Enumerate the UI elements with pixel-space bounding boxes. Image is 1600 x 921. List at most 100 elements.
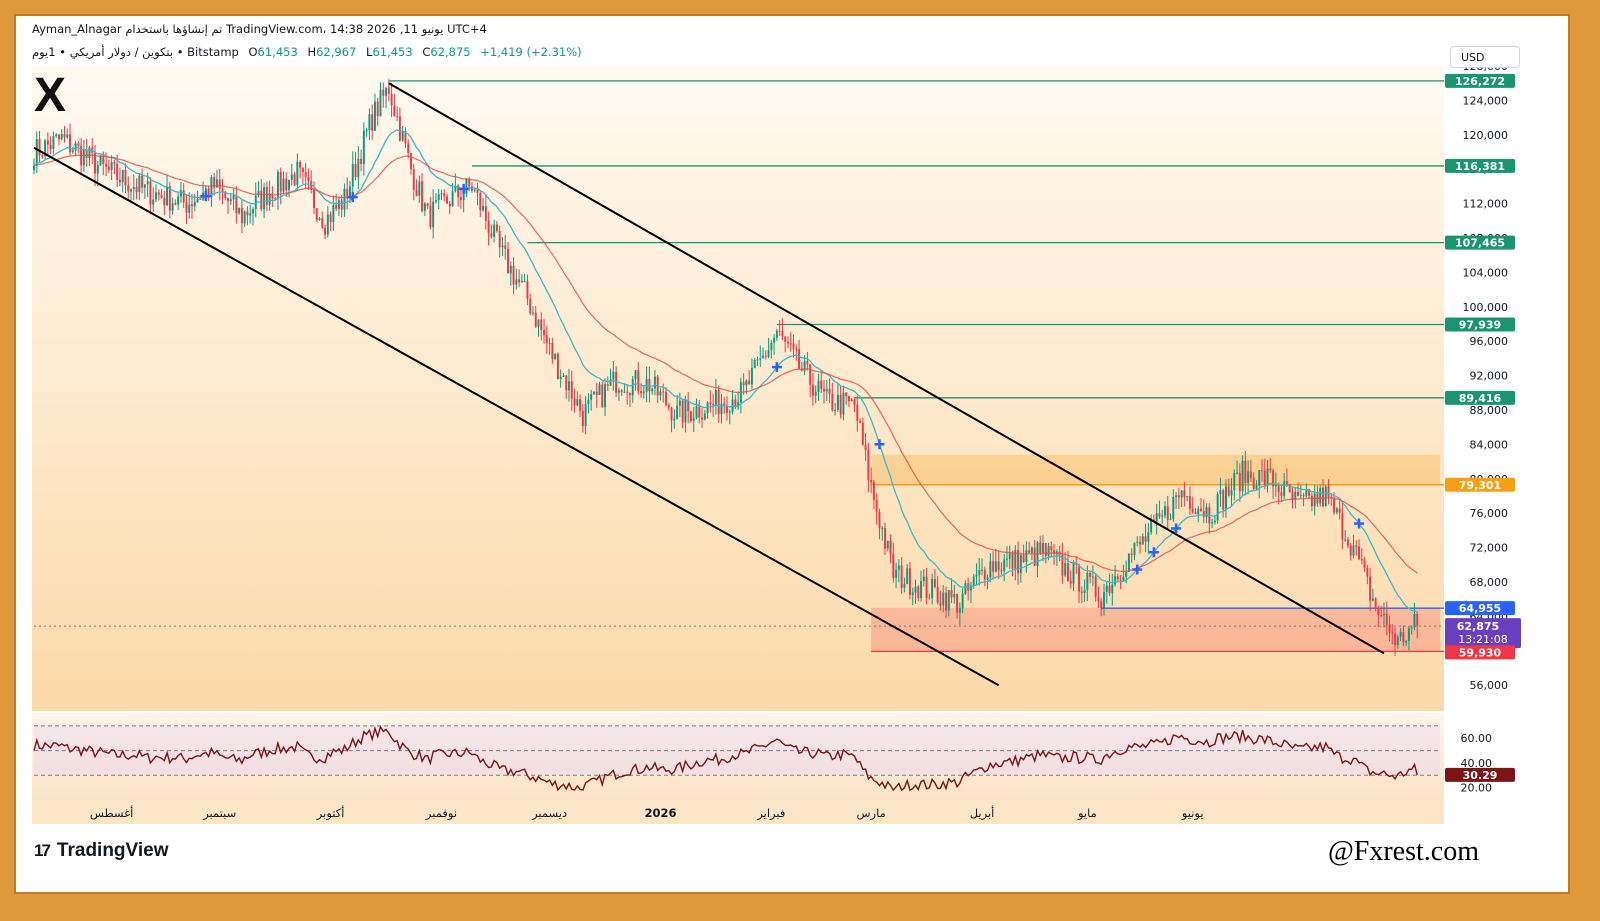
candle-body: [1211, 522, 1214, 524]
candle-body: [1042, 543, 1044, 553]
price-tick-label: 72,000: [1470, 542, 1509, 555]
candle-body: [787, 341, 789, 344]
candle-body: [1224, 486, 1227, 510]
candle-body: [870, 480, 873, 483]
candle-body: [1366, 567, 1369, 577]
candle-body: [781, 330, 784, 337]
level-price-tag[interactable]: 97,939: [1445, 317, 1515, 332]
price-axis-background: [1444, 66, 1528, 824]
candle-body: [1127, 553, 1130, 572]
candle: [1089, 571, 1092, 584]
candle-body: [1288, 484, 1291, 492]
candle: [326, 206, 329, 238]
candle: [1255, 480, 1258, 491]
candle: [1371, 588, 1374, 602]
candle: [498, 225, 501, 258]
candle: [906, 564, 909, 585]
candle-body: [853, 399, 856, 405]
candle-body: [1216, 494, 1219, 521]
candle-body: [168, 186, 171, 211]
channel-upper-trendline[interactable]: [388, 82, 1385, 655]
candle: [828, 378, 831, 403]
candle-body: [920, 580, 923, 599]
candle-body: [634, 370, 637, 380]
price-tick-label: 68,000: [1470, 576, 1509, 589]
candle: [1091, 565, 1094, 587]
high-label: H: [307, 45, 317, 59]
candle: [1355, 540, 1358, 556]
rsi-line: [33, 725, 1418, 792]
candle-body: [1061, 554, 1064, 576]
candle-body: [897, 565, 900, 570]
candle-body: [1346, 539, 1349, 546]
price-tick-label: 100,000: [1463, 301, 1509, 314]
candle-body: [1017, 550, 1020, 574]
candle-body: [229, 199, 232, 202]
candle: [900, 557, 903, 594]
level-price-tag[interactable]: 116,381: [1445, 158, 1515, 173]
support-price-tag[interactable]: 59,930: [1445, 645, 1515, 660]
candle-body: [249, 213, 252, 216]
candle-body: [1369, 576, 1372, 601]
currency-button[interactable]: USD: [1450, 46, 1520, 68]
candle: [1416, 611, 1419, 639]
candle: [870, 467, 873, 494]
candle: [609, 368, 612, 387]
candle: [939, 590, 942, 611]
candle-body: [1177, 495, 1180, 498]
symbol-description[interactable]: بتكوين / دولار أمريكي • 1يوم • Bitstamp: [32, 45, 239, 59]
candle-body: [96, 164, 99, 174]
candle-body: [581, 410, 584, 426]
candle-body: [1402, 632, 1405, 643]
candle: [60, 129, 63, 141]
resistance-price-tag[interactable]: 79,301: [1445, 477, 1515, 492]
candle-body: [498, 230, 501, 248]
candle-body: [118, 179, 121, 183]
candle: [393, 93, 396, 117]
candle-body: [1136, 541, 1139, 543]
candle: [99, 155, 102, 167]
candle: [282, 171, 285, 194]
candle-body: [1272, 470, 1275, 487]
candle-body: [720, 403, 723, 415]
candle-body: [354, 163, 357, 178]
candle-body: [454, 185, 457, 192]
level-price-tag[interactable]: 89,416: [1445, 390, 1515, 405]
level-price-tag[interactable]: 126,272: [1445, 73, 1515, 88]
crossover-marker: [458, 183, 469, 194]
candle-body: [1416, 614, 1419, 627]
candle: [1064, 552, 1067, 578]
candle: [188, 192, 191, 219]
candle: [121, 169, 124, 192]
candle: [1053, 543, 1056, 565]
candle-body: [1169, 518, 1172, 520]
candle-body: [1380, 615, 1383, 617]
candle-body: [956, 594, 959, 613]
candle: [592, 391, 595, 395]
level-price-tag[interactable]: 107,465: [1445, 235, 1515, 250]
candle: [1105, 581, 1108, 604]
candle: [35, 131, 38, 174]
rsi-tick-label: 40.00: [1461, 757, 1493, 770]
blue-level-price-tag[interactable]: 64,955: [1445, 601, 1515, 616]
candle: [351, 151, 354, 196]
candle: [257, 181, 260, 198]
attribution-text: Ayman_Alnagar تم إنشاؤها باستخدام Tradin…: [32, 22, 487, 36]
candle: [1086, 565, 1089, 602]
candle-body: [335, 204, 338, 209]
candle-body: [1222, 490, 1225, 510]
candle-body: [767, 350, 770, 357]
candle: [1283, 472, 1286, 500]
channel-lower-trendline[interactable]: [33, 146, 1000, 687]
candle-body: [1238, 472, 1241, 492]
candle-body: [476, 189, 479, 193]
candle-body: [55, 134, 58, 137]
rsi-value-tag[interactable]: 30.29: [1445, 767, 1515, 782]
candle: [390, 82, 393, 118]
candle: [875, 493, 878, 525]
tradingview-mark-icon: 17: [34, 841, 51, 860]
candle-body: [143, 184, 146, 188]
candle-body: [313, 189, 315, 209]
